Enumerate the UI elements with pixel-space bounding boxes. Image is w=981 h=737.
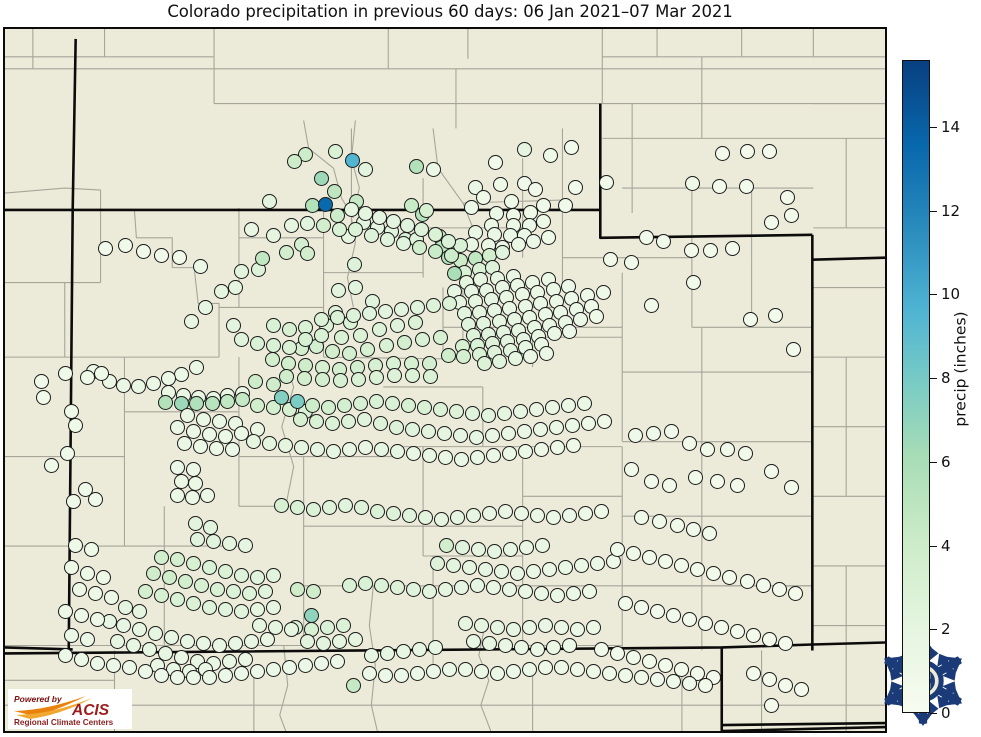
colorbar-tick-label: 12 [941, 201, 961, 220]
colorbar-axis-label: precip (inches) [946, 0, 976, 737]
map-geography-svg [5, 29, 885, 731]
colorbar-tick [930, 378, 937, 380]
colorbar-tick [930, 713, 937, 714]
colorbar-tick [930, 126, 937, 128]
colorbar-tick-label: 6 [941, 452, 951, 471]
colorbar-tick-label: 8 [941, 369, 951, 388]
colorbar-label-text: precip (inches) [952, 310, 970, 427]
county-boundaries [5, 29, 885, 731]
colorbar-tick [930, 461, 937, 463]
colorbar-tick-label: 2 [941, 620, 951, 639]
colorbar-tick-label: 10 [941, 285, 961, 304]
state-boundaries [5, 38, 885, 731]
colorbar-tick-label: 0 [941, 704, 951, 722]
map-axes [3, 27, 887, 733]
colorbar-tick-label: 4 [941, 536, 951, 555]
colorbar-tick [930, 629, 937, 631]
colorbar-tick-label: 14 [941, 117, 961, 136]
colorbar-tick [930, 294, 937, 296]
acis-tagline-text: Regional Climate Centers [14, 718, 114, 727]
acis-logo: Powered by ACIS Regional Climate Centers [8, 689, 132, 729]
colorbar-tick [930, 210, 937, 212]
acis-swoosh-icon [14, 696, 86, 716]
acis-powered-by-text: Powered by [14, 694, 63, 704]
acis-logo-svg: Powered by ACIS Regional Climate Centers [8, 689, 132, 729]
colorbar: 0 2 4 6 8 10 12 14 [902, 60, 960, 722]
acis-brand-text: ACIS [71, 702, 110, 719]
colorbar-gradient [902, 60, 930, 713]
colorbar-tick [930, 545, 937, 547]
page-title: Colorado precipitation in previous 60 da… [167, 2, 733, 21]
